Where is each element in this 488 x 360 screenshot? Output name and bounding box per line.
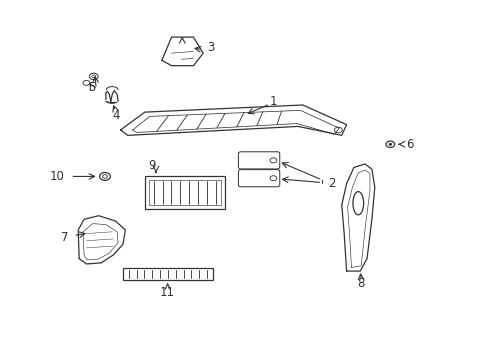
Text: 6: 6 — [405, 138, 413, 151]
Text: 1: 1 — [269, 95, 277, 108]
Text: 10: 10 — [50, 170, 64, 183]
Text: 5: 5 — [87, 81, 95, 94]
Bar — [144, 176, 224, 208]
Text: 8: 8 — [357, 277, 364, 290]
Text: 7: 7 — [61, 231, 68, 244]
Bar — [122, 268, 212, 280]
Text: 2: 2 — [327, 177, 335, 190]
Bar — [148, 180, 221, 205]
Text: 9: 9 — [148, 159, 156, 172]
Text: 3: 3 — [206, 41, 214, 54]
Circle shape — [388, 143, 391, 145]
Text: 4: 4 — [112, 109, 119, 122]
Text: 11: 11 — [159, 286, 174, 299]
